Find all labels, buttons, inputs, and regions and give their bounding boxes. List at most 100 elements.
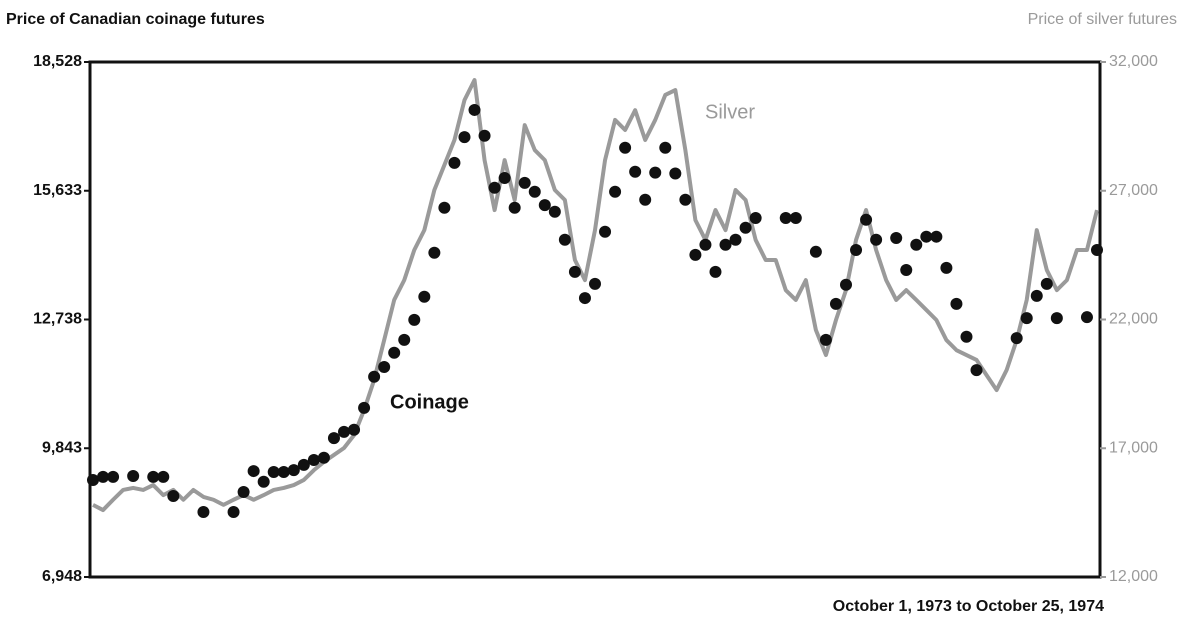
coinage-dot	[358, 401, 371, 414]
annotation: Coinage	[390, 391, 469, 413]
coinage-dot	[107, 470, 120, 483]
coinage-dot	[197, 505, 210, 518]
coinage-dot	[729, 233, 742, 246]
coinage-dot	[609, 185, 622, 198]
coinage-dot	[498, 171, 511, 184]
coinage-dot	[900, 264, 913, 277]
coinage-dot	[649, 166, 662, 179]
coinage-dot	[860, 213, 873, 226]
coinage-dot	[448, 156, 461, 169]
coinage-dot	[508, 201, 521, 214]
coinage-dot	[568, 265, 581, 278]
silver-line	[92, 78, 1099, 513]
y-tick-label: 9,843	[42, 439, 82, 456]
coinage-dot	[428, 246, 441, 259]
coinage-dot	[1020, 312, 1033, 325]
coinage-dot	[970, 364, 983, 377]
coinage-dot	[478, 129, 491, 142]
coinage-dot	[578, 292, 591, 305]
coinage-dot	[789, 212, 802, 225]
y2-tick-label: 12,000	[1109, 568, 1158, 585]
coinage-dot	[1030, 289, 1043, 302]
coinage-dot	[398, 333, 411, 346]
coinage-dot	[438, 201, 451, 214]
coinage-dot	[368, 370, 381, 383]
coinage-dot	[809, 245, 822, 258]
coinage-dot	[629, 165, 642, 178]
y-tick-label: 6,948	[42, 568, 82, 585]
coinage-dot	[127, 469, 140, 482]
coinage-dot	[1080, 311, 1093, 324]
y-tick-label: 12,738	[33, 311, 82, 328]
coinage-dot	[619, 141, 632, 154]
coinage-dot	[589, 277, 601, 290]
coinage-dot	[779, 212, 792, 225]
coinage-dot	[950, 297, 963, 310]
coinage-dot	[558, 233, 571, 246]
coinage-dot	[488, 181, 501, 194]
coinage-dot	[548, 205, 561, 218]
y2-axis-label: Price of silver futures	[1028, 11, 1177, 28]
coinage-dot	[297, 458, 310, 471]
coinage-dot	[819, 333, 832, 346]
coinage-dot	[850, 244, 863, 257]
coinage-dot	[458, 131, 471, 144]
coinage-dot	[910, 238, 923, 251]
chart-title: Price of Canadian coinage futures	[6, 11, 265, 28]
coinage-dot	[87, 473, 99, 486]
coinage-dot	[408, 313, 421, 326]
coinage-dot	[538, 199, 551, 212]
coinage-dot	[468, 103, 481, 116]
coinage-dot	[317, 451, 330, 464]
coinage-dot	[1010, 332, 1023, 345]
coinage-dot	[307, 453, 320, 466]
plot-frame	[88, 60, 1102, 579]
coinage-dot	[639, 193, 652, 206]
coinage-dot	[147, 470, 160, 483]
coinage-dot	[709, 265, 722, 278]
coinage-dot	[1050, 312, 1063, 325]
coinage-dot	[287, 464, 300, 477]
coinage-dot	[920, 230, 933, 243]
coinage-dot	[739, 221, 752, 234]
coinage-dot	[599, 225, 612, 238]
coinage-dot	[97, 470, 110, 483]
coinage-dot	[327, 432, 340, 445]
coinage-dot	[378, 360, 391, 373]
coinage-dot	[930, 230, 943, 243]
coinage-dot	[659, 141, 672, 154]
coinage-dot	[1040, 277, 1053, 290]
coinage-dot	[1091, 244, 1103, 257]
coinage-dot	[679, 193, 692, 206]
coinage-dot	[348, 423, 361, 436]
coinage-dot	[719, 238, 732, 251]
coinage-dot	[528, 185, 541, 198]
coinage-dot	[227, 505, 240, 518]
coinage-dot	[870, 233, 883, 246]
coinage-dot	[829, 297, 842, 310]
coinage-dot	[257, 475, 270, 488]
coinage-dot	[247, 465, 260, 478]
coinage-dot	[418, 290, 431, 303]
x-axis-label: October 1, 1973 to October 25, 1974	[833, 598, 1104, 615]
coinage-dot	[749, 212, 762, 225]
y2-tick-label: 17,000	[1109, 439, 1158, 456]
y2-tick-label: 22,000	[1109, 311, 1158, 328]
coinage-dot	[267, 465, 280, 478]
coinage-dot	[890, 232, 903, 245]
coinage-dot	[840, 278, 852, 291]
coinage-dot	[277, 465, 290, 478]
coinage-dot	[237, 485, 250, 498]
coinage-dot	[338, 425, 350, 438]
coinage-dot	[669, 167, 682, 180]
y2-tick-label: 32,000	[1109, 53, 1158, 70]
coinage-dot	[157, 470, 170, 483]
annotation: Silver	[705, 101, 755, 123]
coinage-dot	[940, 261, 953, 274]
coinage-dot	[960, 330, 973, 343]
coinage-dot	[518, 176, 531, 189]
coinage-dot	[699, 238, 712, 251]
coinage-dot	[167, 489, 180, 502]
coinage-dot	[689, 248, 702, 261]
